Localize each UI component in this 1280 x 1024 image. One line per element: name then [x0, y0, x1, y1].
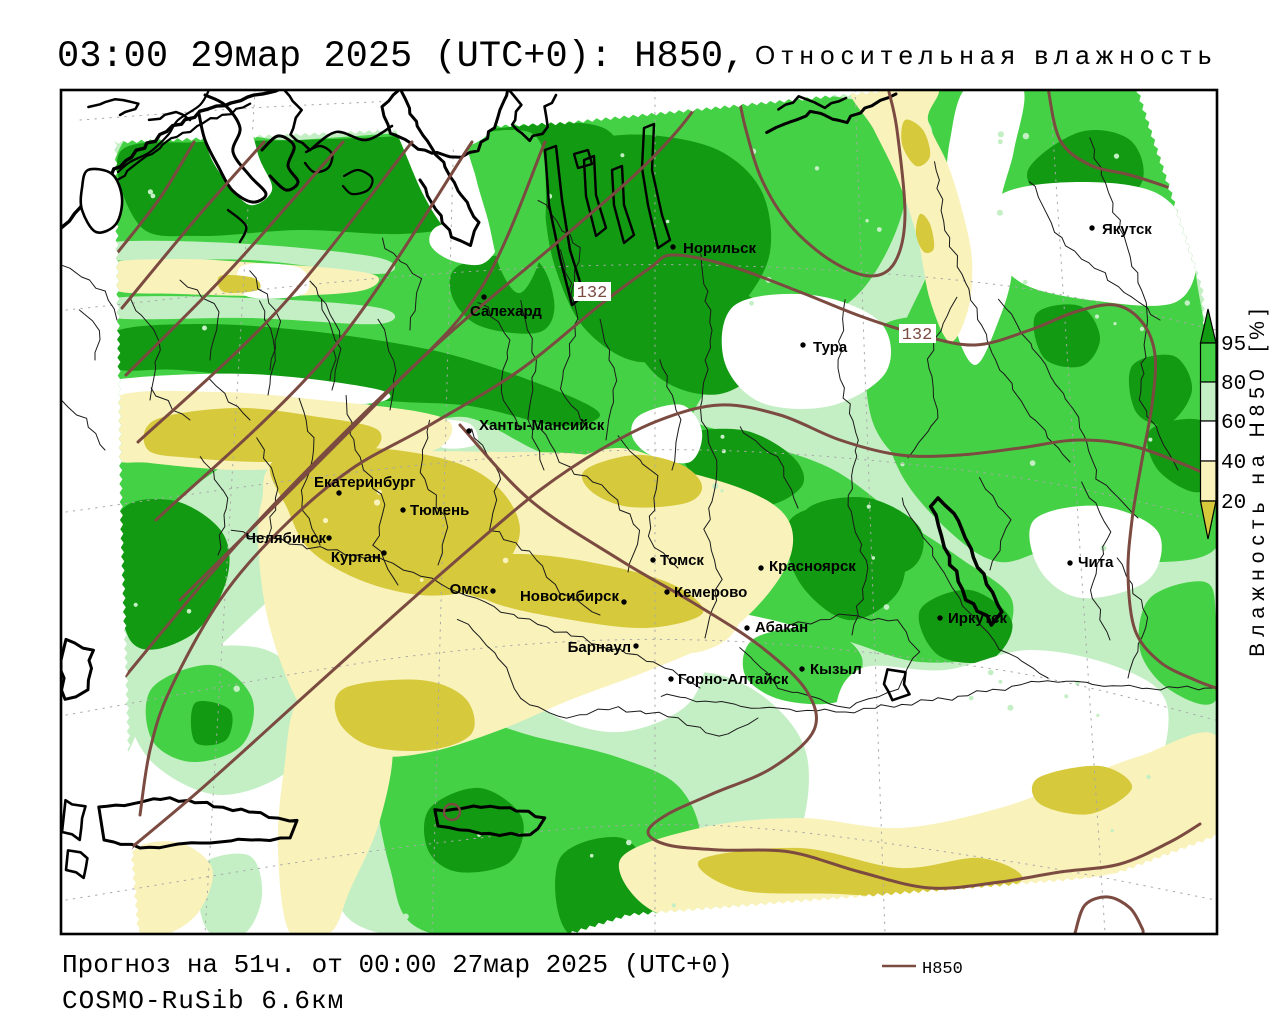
svg-text:Абакан: Абакан: [755, 619, 808, 636]
svg-text:Норильск: Норильск: [683, 240, 756, 257]
svg-text:Барнаул: Барнаул: [568, 639, 631, 656]
svg-text:Красноярск: Красноярск: [769, 558, 856, 575]
svg-text:Тура: Тура: [813, 339, 848, 356]
svg-text:Кызыл: Кызыл: [810, 661, 862, 678]
svg-text:Влажность на H850 [%]: Влажность на H850 [%]: [1246, 303, 1269, 657]
svg-text:Челябинск: Челябинск: [245, 530, 326, 547]
svg-text:Томск: Томск: [660, 552, 704, 569]
svg-text:Ханты-Мансийск: Ханты-Мансийск: [479, 417, 605, 434]
svg-text:Екатеринбург: Екатеринбург: [314, 474, 416, 491]
svg-text:20: 20: [1221, 492, 1246, 515]
svg-text:132: 132: [902, 326, 933, 345]
svg-text:Иркутск: Иркутск: [948, 610, 1007, 627]
svg-text:Чита: Чита: [1078, 554, 1114, 571]
svg-text:Курган: Курган: [331, 549, 381, 566]
svg-text:Новосибирск: Новосибирск: [520, 588, 620, 605]
svg-text:Якутск: Якутск: [1102, 221, 1152, 238]
svg-text:Прогноз на 51ч. от 00:00 27мар: Прогноз на 51ч. от 00:00 27мар 2025 (UTC…: [62, 950, 733, 980]
svg-text:H850: H850: [922, 960, 963, 979]
svg-text:132: 132: [577, 284, 608, 303]
svg-text:Омск: Омск: [450, 581, 489, 598]
svg-text:Кемерово: Кемерово: [674, 584, 747, 601]
svg-text:COSMO-RuSib 6.6км: COSMO-RuSib 6.6км: [62, 986, 344, 1016]
svg-text:Горно-Алтайск: Горно-Алтайск: [678, 671, 789, 688]
svg-text:Тюмень: Тюмень: [410, 502, 469, 519]
svg-text:40: 40: [1221, 452, 1246, 475]
svg-text:95: 95: [1221, 334, 1246, 357]
svg-text:Салехард: Салехард: [470, 303, 542, 320]
svg-text:03:00 29мар 2025 (UTC+0): H850: 03:00 29мар 2025 (UTC+0): H850,: [57, 36, 745, 78]
svg-text:60: 60: [1221, 412, 1246, 435]
svg-text:Относительная влажность: Относительная влажность: [755, 40, 1218, 70]
svg-text:80: 80: [1221, 373, 1246, 396]
